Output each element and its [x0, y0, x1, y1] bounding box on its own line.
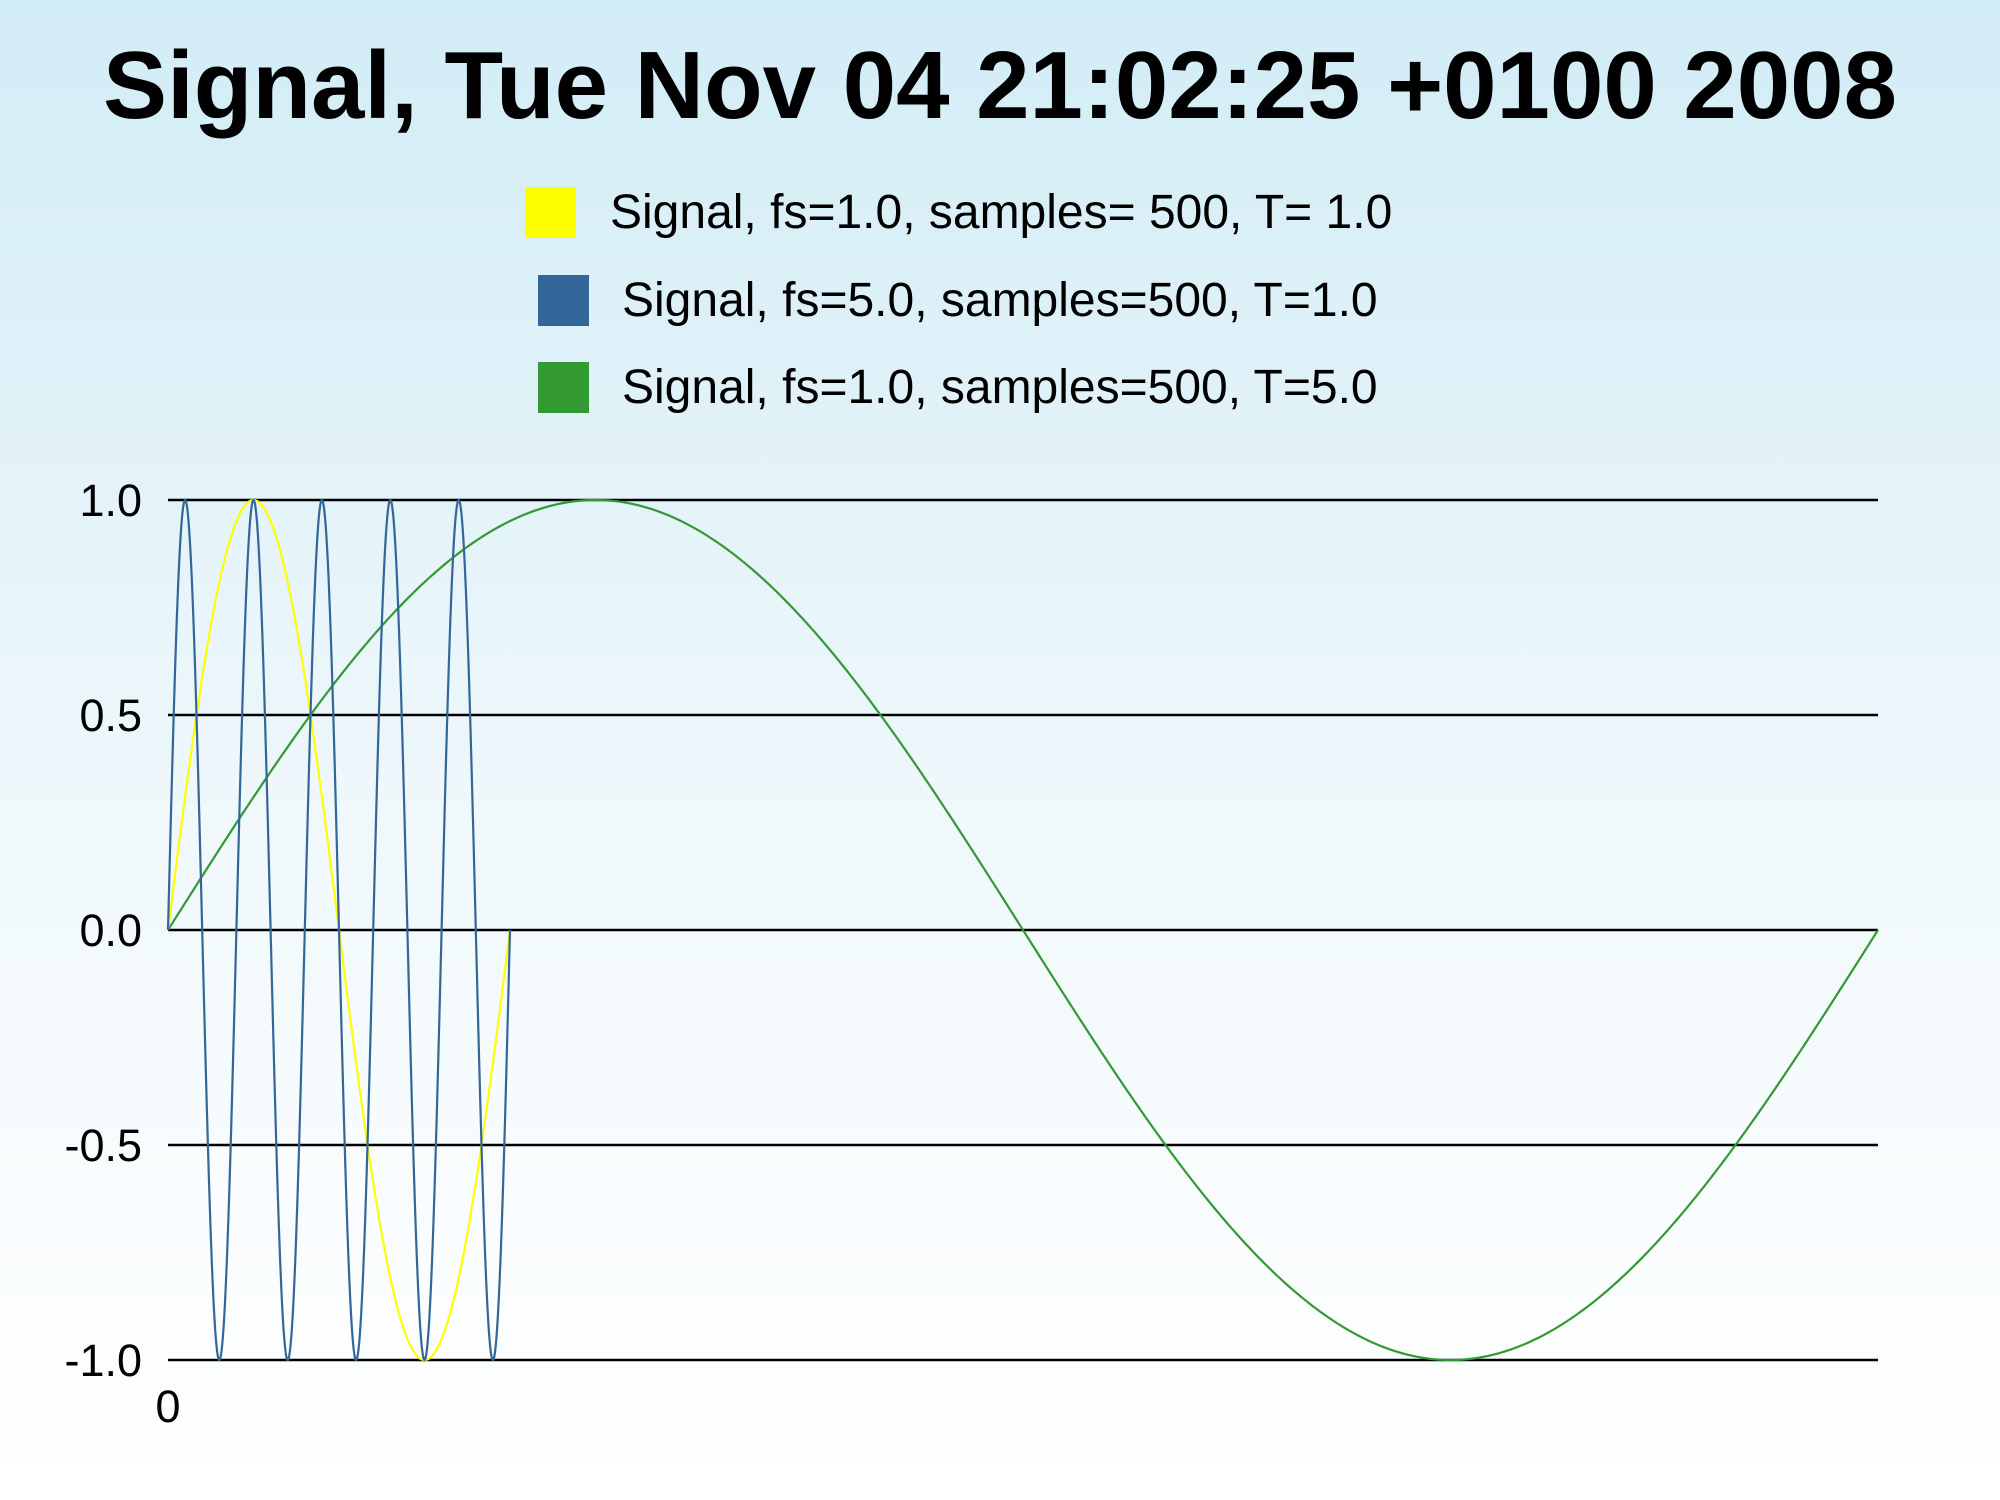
chart-title: Signal, Tue Nov 04 21:02:25 +0100 2008	[103, 32, 1897, 139]
series-lines	[166, 498, 1879, 1362]
series-line-2	[166, 498, 512, 1362]
y-tick-label-4: -0.5	[64, 1120, 142, 1171]
legend-label-2: Signal, fs=5.0, samples=500, T=1.0	[622, 274, 1378, 327]
legend-swatch-2	[538, 275, 589, 326]
legend-label-3: Signal, fs=1.0, samples=500, T=5.0	[622, 361, 1378, 414]
x-tick-label-1: 0	[155, 1381, 180, 1432]
legend: Signal, fs=1.0, samples= 500, T= 1.0 Sign…	[525, 186, 1392, 414]
y-tick-label-2: 0.5	[79, 690, 142, 741]
legend-label-1: Signal, fs=1.0, samples= 500, T= 1.0	[610, 186, 1392, 239]
y-axis-tick-labels: 1.0 0.5 0.0 -0.5 -1.0	[64, 475, 142, 1386]
y-tick-label-3: 0.0	[79, 905, 142, 956]
y-tick-label-5: -1.0	[64, 1335, 142, 1386]
legend-swatch-1	[525, 187, 576, 238]
legend-swatch-3	[538, 362, 589, 413]
y-tick-label-1: 1.0	[79, 475, 142, 526]
x-axis-tick-labels: 0	[155, 1381, 180, 1432]
